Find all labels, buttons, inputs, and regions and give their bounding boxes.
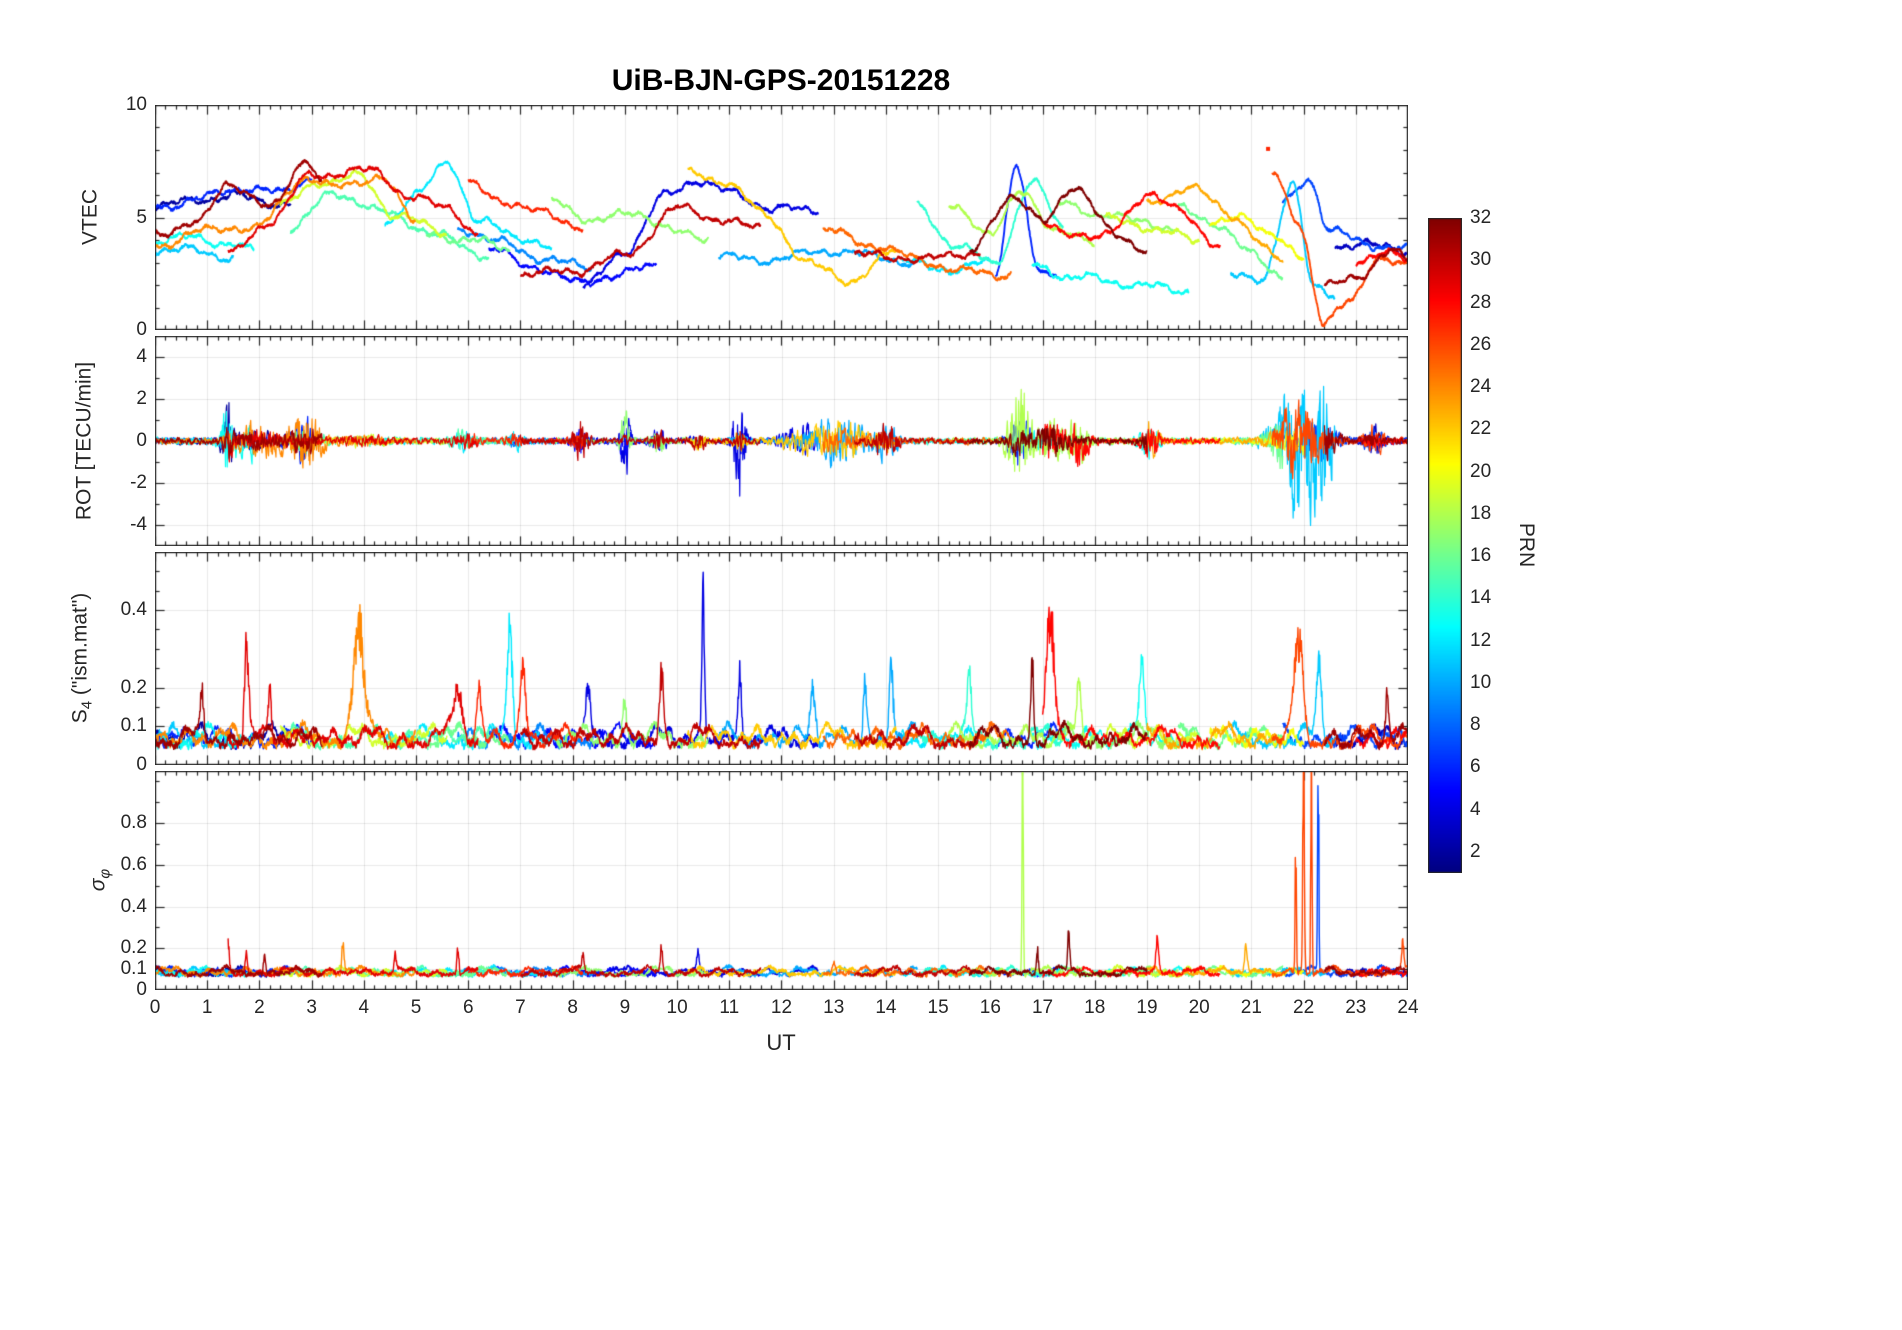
ytick-rot-2: 2 xyxy=(136,388,147,409)
ytick-sigma_phi-0.8: 0.8 xyxy=(120,812,147,834)
xtick-8: 8 xyxy=(567,997,578,1018)
ytick-sigma_phi-0.4: 0.4 xyxy=(120,895,147,917)
xtick-11: 11 xyxy=(719,997,740,1018)
xtick-21: 21 xyxy=(1240,997,1262,1018)
xtick-12: 12 xyxy=(770,997,793,1018)
s4-panel-canvas xyxy=(155,552,1408,765)
colorbar-tick-26: 26 xyxy=(1470,333,1492,355)
colorbar-tick-18: 18 xyxy=(1470,502,1492,524)
xtick-22: 22 xyxy=(1293,997,1315,1018)
xtick-18: 18 xyxy=(1084,997,1106,1018)
ylabel-s4-sub: 4 xyxy=(78,700,96,710)
xtick-13: 13 xyxy=(823,997,845,1018)
prn-colorbar-canvas xyxy=(1428,218,1462,873)
ytick-rot-4: 4 xyxy=(136,346,147,367)
colorbar-tick-32: 32 xyxy=(1470,207,1492,228)
ytick-s4-0.1: 0.1 xyxy=(120,715,147,737)
colorbar-tick-20: 20 xyxy=(1470,460,1492,482)
ytick-vtec-10: 10 xyxy=(125,94,147,115)
vtec-panel-canvas xyxy=(155,105,1408,330)
ytick-sigma_phi-0.2: 0.2 xyxy=(120,937,147,959)
colorbar-tick-22: 22 xyxy=(1470,418,1492,440)
ytick-sigma_phi-0.6: 0.6 xyxy=(120,853,147,875)
xtick-4: 4 xyxy=(358,997,370,1018)
colorbar-tick-4: 4 xyxy=(1470,798,1481,820)
colorbar-tick-8: 8 xyxy=(1470,714,1481,736)
xtick-6: 6 xyxy=(462,997,474,1018)
colorbar-tick-10: 10 xyxy=(1470,671,1492,693)
colorbar-tick-28: 28 xyxy=(1470,291,1492,313)
xtick-17: 17 xyxy=(1031,997,1054,1018)
xtick-3: 3 xyxy=(306,997,317,1018)
ytick-sigma_phi-0: 0 xyxy=(136,979,147,1000)
xtick-0: 0 xyxy=(149,997,161,1018)
ytick-rot--4: -4 xyxy=(130,514,147,535)
colorbar-tick-16: 16 xyxy=(1470,545,1492,567)
ytick-s4-0.4: 0.4 xyxy=(120,599,147,621)
ytick-rot--2: -2 xyxy=(130,472,147,493)
ytick-rot-0: 0 xyxy=(136,430,147,451)
colorbar-tick-2: 2 xyxy=(1470,840,1481,862)
ytick-vtec-5: 5 xyxy=(136,206,147,228)
colorbar-tick-30: 30 xyxy=(1470,249,1492,271)
ylabel-sigma-text: σ xyxy=(86,878,110,892)
xtick-14: 14 xyxy=(875,997,897,1018)
xtick-15: 15 xyxy=(927,997,949,1018)
xtick-24: 24 xyxy=(1397,997,1419,1018)
chart-title: UiB-BJN-GPS-20151228 xyxy=(611,64,951,97)
xtick-10: 10 xyxy=(666,997,688,1018)
colorbar-tick-6: 6 xyxy=(1470,756,1481,778)
ytick-s4-0: 0 xyxy=(136,754,147,775)
xtick-2: 2 xyxy=(254,997,265,1018)
rot-panel-canvas xyxy=(155,336,1408,546)
xtick-19: 19 xyxy=(1136,997,1158,1018)
xtick-9: 9 xyxy=(619,997,631,1018)
xtick-5: 5 xyxy=(410,997,422,1018)
ytick-sigma_phi-0.1: 0.1 xyxy=(120,958,147,980)
xtick-7: 7 xyxy=(515,997,526,1018)
colorbar-tick-12: 12 xyxy=(1470,629,1492,651)
xtick-1: 1 xyxy=(201,997,213,1018)
colorbar-tick-24: 24 xyxy=(1470,376,1492,398)
xtick-20: 20 xyxy=(1188,997,1210,1018)
ytick-s4-0.2: 0.2 xyxy=(120,676,147,698)
xtick-23: 23 xyxy=(1345,997,1367,1018)
colorbar-tick-14: 14 xyxy=(1470,587,1492,609)
xtick-16: 16 xyxy=(979,997,1001,1018)
xlabel-ut: UT xyxy=(766,1030,796,1055)
ytick-vtec-0: 0 xyxy=(136,319,147,340)
sigma-phi-panel-canvas xyxy=(155,771,1408,990)
